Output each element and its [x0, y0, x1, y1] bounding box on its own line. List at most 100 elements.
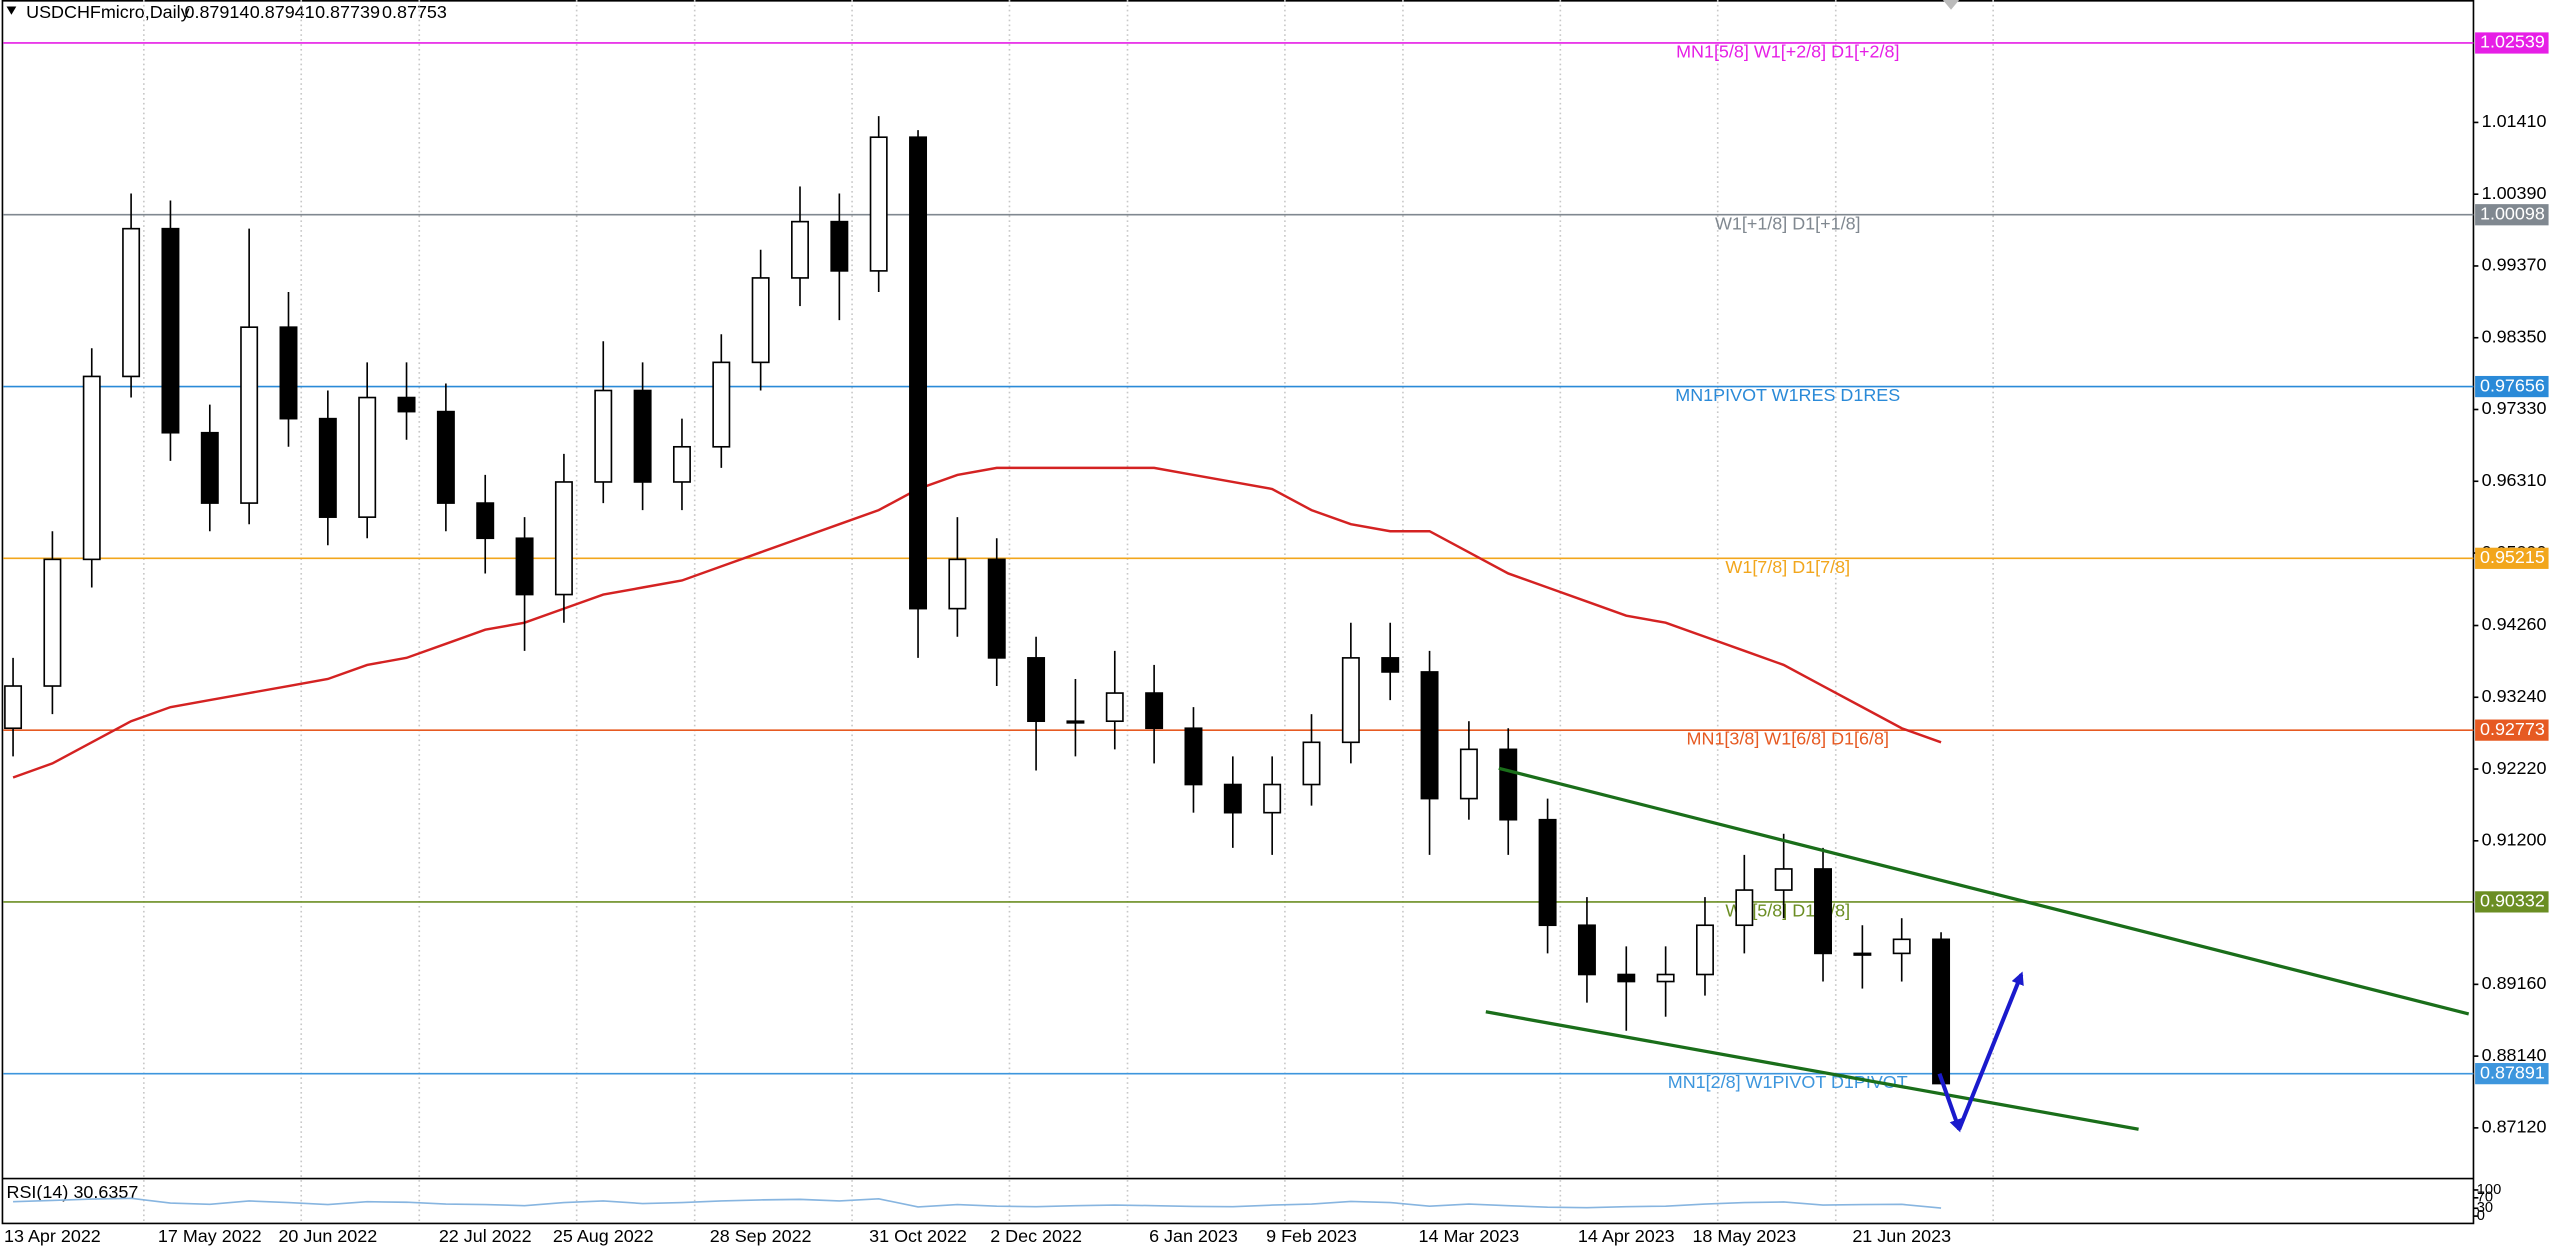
- candle-body: [279, 326, 298, 420]
- candle-body: [1499, 748, 1518, 821]
- candle-body: [122, 227, 141, 378]
- x-tick-label: 2 Dec 2022: [990, 1226, 1082, 1246]
- candle-body: [751, 277, 770, 364]
- candle-body: [476, 502, 495, 540]
- level-label: MN1[3/8] W1[6/8] D1[6/8]: [1687, 729, 1889, 749]
- trendline: [1485, 1010, 2139, 1131]
- y-tick-label: 0.94260: [2482, 614, 2547, 634]
- candle-body: [4, 685, 23, 730]
- candle-body: [1932, 938, 1951, 1085]
- x-tick-label: 14 Mar 2023: [1419, 1226, 1520, 1246]
- header-icon: [6, 6, 17, 15]
- candle-body: [43, 558, 62, 687]
- candle-body: [1027, 657, 1046, 723]
- candle-body: [1814, 868, 1832, 955]
- x-tick-label: 31 Oct 2022: [869, 1226, 967, 1246]
- candle-body: [1381, 657, 1400, 673]
- quote-low: 0.87739: [315, 2, 380, 22]
- quote-high: 0.87941: [250, 2, 315, 22]
- arrow-segment: [1957, 971, 2024, 1131]
- candle-body: [948, 558, 967, 610]
- y-tick-label: 0.87120: [2482, 1117, 2547, 1137]
- candle-body: [554, 481, 573, 596]
- candle-body: [1696, 924, 1714, 976]
- level-label: MN1[5/8] W1[+2/8] D1[+2/8]: [1676, 42, 1899, 62]
- rsi-value: 30.6357: [73, 1182, 138, 1202]
- x-tick-label: 22 Jul 2022: [439, 1226, 532, 1246]
- candle-body: [633, 389, 652, 483]
- candle-body: [1459, 748, 1478, 800]
- candle-body: [1538, 818, 1557, 927]
- price-box: [2475, 891, 2549, 913]
- trendline: [1498, 766, 2470, 1016]
- rsi-tick-label: 70: [2477, 1190, 2493, 1206]
- candle-body: [869, 136, 888, 272]
- candle-body: [1223, 783, 1242, 814]
- symbol: USDCHFmicro,Daily: [26, 2, 189, 22]
- price-box: [2475, 375, 2549, 398]
- x-tick-label: 28 Sep 2022: [710, 1226, 812, 1246]
- x-tick-label: 21 Jun 2023: [1852, 1226, 1951, 1246]
- price-box: [2475, 719, 2549, 741]
- price-box: [2475, 1063, 2549, 1085]
- level-label: W1[7/8] D1[7/8]: [1725, 557, 1850, 577]
- candle-body: [515, 537, 534, 596]
- candle-body: [82, 375, 101, 561]
- y-tick-label: 0.93240: [2482, 686, 2547, 706]
- y-tick-label: 1.00390: [2482, 183, 2547, 203]
- arrow-segment: [1937, 1073, 1963, 1133]
- candle-body: [1420, 671, 1439, 800]
- x-tick-label: 18 May 2023: [1692, 1226, 1796, 1246]
- candle-body: [712, 361, 731, 448]
- candle-body: [1735, 889, 1754, 927]
- moving-average: [12, 466, 1942, 779]
- candle-body: [1184, 727, 1203, 786]
- x-tick-label: 13 Apr 2022: [4, 1226, 101, 1246]
- y-tick-label: 0.89160: [2482, 973, 2547, 993]
- candle-body: [1145, 692, 1164, 730]
- rsi-tick-label: 0: [2477, 1208, 2485, 1224]
- y-tick-label: 0.92220: [2482, 758, 2547, 778]
- rsi-tick-label: 100: [2477, 1182, 2502, 1198]
- candle-body: [1774, 868, 1793, 891]
- candle-body: [1656, 973, 1675, 983]
- candle-body: [1892, 938, 1911, 955]
- price-box: [2475, 547, 2549, 569]
- y-tick-label: 0.91200: [2482, 830, 2547, 850]
- candle-body: [240, 326, 259, 504]
- rsi-tick-label: 30: [2477, 1200, 2493, 1216]
- plot-frame: [1, 0, 2475, 1225]
- candle-body: [987, 558, 1006, 659]
- price-box-label: 1.00098: [2480, 203, 2545, 223]
- candle-body: [200, 431, 219, 504]
- quote-close: 0.87753: [382, 2, 447, 22]
- y-tick-label: 0.88140: [2482, 1045, 2547, 1065]
- price-box-label: 0.90332: [2480, 891, 2545, 911]
- candle-body: [436, 410, 455, 504]
- candle-body: [594, 389, 613, 483]
- price-box-label: 0.95215: [2480, 547, 2545, 567]
- price-box-label: 1.02539: [2480, 32, 2545, 52]
- rsi-label: RSI(14): [7, 1182, 69, 1202]
- x-tick-label: 25 Aug 2022: [553, 1226, 654, 1246]
- price-box-label: 0.97656: [2480, 375, 2545, 395]
- y-tick-label: 1.01410: [2482, 111, 2547, 131]
- candle-body: [161, 227, 180, 434]
- scroll-marker: [1942, 0, 1960, 10]
- x-tick-label: 20 Jun 2022: [278, 1226, 377, 1246]
- candle-body: [1302, 741, 1321, 786]
- candle-body: [1341, 657, 1360, 744]
- y-tick-label: 0.97330: [2482, 398, 2547, 418]
- candle-body: [1105, 692, 1124, 723]
- x-tick-label: 6 Jan 2023: [1149, 1226, 1238, 1246]
- level-label: W1[+1/8] D1[+1/8]: [1715, 213, 1861, 233]
- candle-body: [791, 220, 809, 279]
- candle-body: [397, 396, 416, 413]
- rsi-line: [13, 1197, 1942, 1209]
- price-box: [2475, 32, 2549, 54]
- candle-body: [318, 417, 337, 518]
- candle-body: [1263, 783, 1282, 814]
